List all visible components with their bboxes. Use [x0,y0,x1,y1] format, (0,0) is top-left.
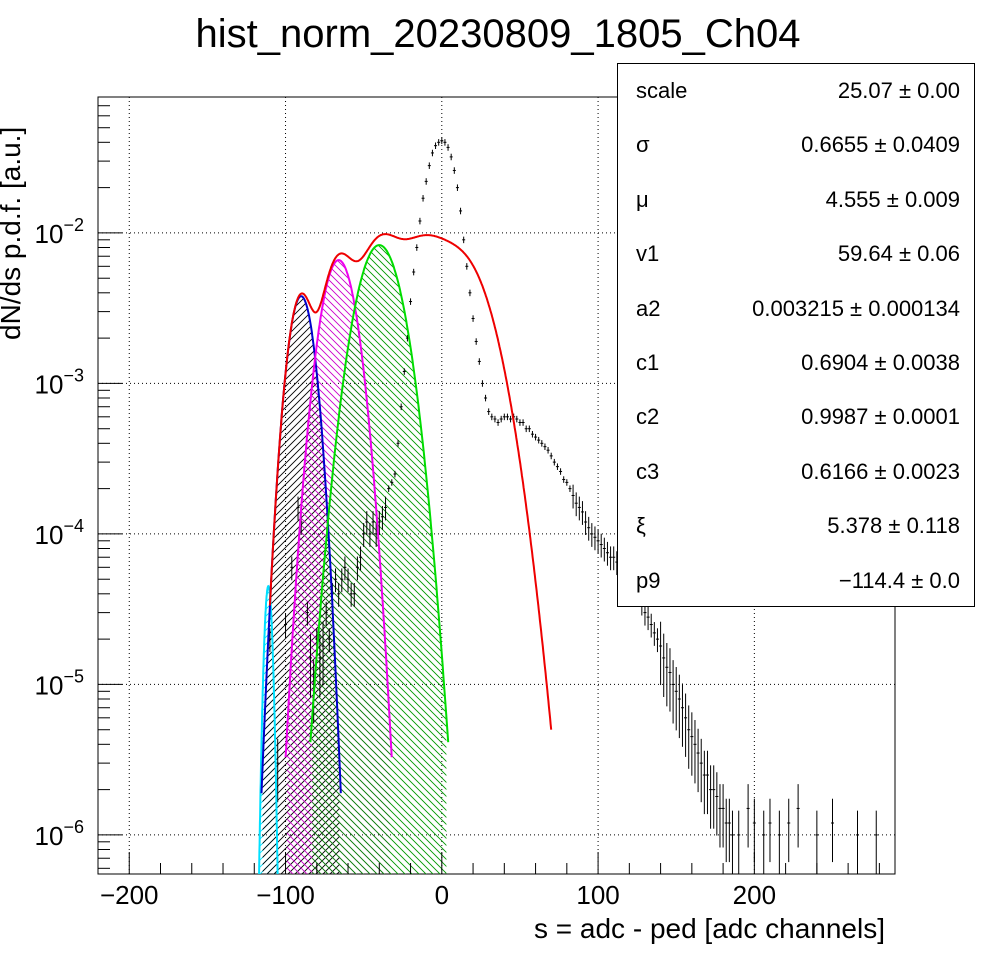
y-tick-label: 10−3 [35,365,84,399]
stat-value: 0.9987 ± 0.0001 [801,404,960,430]
stat-row: c3 0.6166 ± 0.0023 [618,445,976,499]
y-tick-label: 10−6 [35,817,84,851]
plot-title: hist_norm_20230809_1805_Ch04 [195,12,801,56]
stat-row: scale 25.07 ± 0.00 [618,64,976,118]
stat-name: σ [636,132,650,158]
stat-row: σ 0.6655 ± 0.0409 [618,118,976,172]
stat-name: v1 [636,241,660,267]
axis-ticks [97,96,880,874]
fit-curves [258,233,553,874]
stat-name: scale [636,78,688,103]
stat-name: c3 [636,458,660,484]
stat-name: ξ [636,513,646,539]
stat-name: p9 [636,567,661,593]
stat-value: 59.64 ± 0.06 [837,241,960,267]
x-tick-label: 200 [733,880,776,910]
component-fills [259,245,447,874]
stat-value: 0.6904 ± 0.0038 [801,350,960,375]
tick-labels: −200 −100 0 100 200 10−6 10−5 10−4 10−3 10−2 [35,215,777,910]
y-tick-label: 10−2 [35,215,84,249]
stat-value: 0.6655 ± 0.0409 [801,132,960,158]
x-axis-title: s = adc - ped [adc channels] [534,913,885,944]
stat-value: 0.003215 ± 0.000134 [752,295,960,321]
stat-value: 0.6166 ± 0.0023 [801,458,960,484]
y-tick-label: 10−4 [35,516,84,550]
y-tick-label: 10−5 [35,666,84,700]
stat-row: μ 4.555 ± 0.009 [618,173,976,227]
stat-row: p9 −114.4 ± 0.0 [618,554,976,608]
stat-row: v1 59.64 ± 0.06 [618,227,976,281]
stat-name: μ [636,186,649,212]
component-curve [284,259,393,758]
stat-value: −114.4 ± 0.0 [838,567,960,593]
component-curve [309,244,450,743]
stat-row: ξ 5.378 ± 0.118 [618,499,976,553]
x-tick-label: −100 [256,880,315,910]
y-axis-title: dN/ds p.d.f. [a.u.] [0,127,26,340]
stat-name: a2 [636,295,661,321]
stat-row: c2 0.9987 ± 0.0001 [618,390,976,444]
stat-name: c1 [636,350,660,375]
stat-value: 4.555 ± 0.009 [825,186,960,212]
fit-curve [268,233,553,730]
stat-value: 25.07 ± 0.00 [837,78,960,103]
stat-row: a2 0.003215 ± 0.000134 [618,282,976,336]
x-tick-label: 0 [435,880,449,910]
fit-stats-box: scale 25.07 ± 0.00 σ 0.6655 ± 0.0409 μ 4.555 … [617,63,975,607]
stat-name: c2 [636,404,660,430]
x-tick-label: −200 [100,880,159,910]
component-curve [258,584,279,874]
stat-value: 5.378 ± 0.118 [827,513,960,539]
x-tick-label: 100 [576,880,619,910]
stat-row: c1 0.6904 ± 0.0038 [618,336,976,390]
